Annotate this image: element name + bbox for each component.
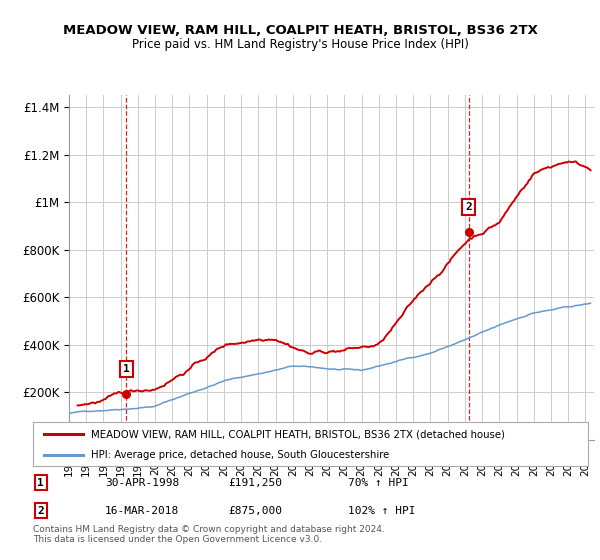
Text: £191,250: £191,250 [228,478,282,488]
Text: 2: 2 [37,506,44,516]
Text: MEADOW VIEW, RAM HILL, COALPIT HEATH, BRISTOL, BS36 2TX (detached house): MEADOW VIEW, RAM HILL, COALPIT HEATH, BR… [91,429,505,439]
Text: 16-MAR-2018: 16-MAR-2018 [105,506,179,516]
Text: 1: 1 [37,478,44,488]
Text: 30-APR-1998: 30-APR-1998 [105,478,179,488]
Text: MEADOW VIEW, RAM HILL, COALPIT HEATH, BRISTOL, BS36 2TX: MEADOW VIEW, RAM HILL, COALPIT HEATH, BR… [62,24,538,36]
Text: Contains HM Land Registry data © Crown copyright and database right 2024.
This d: Contains HM Land Registry data © Crown c… [33,525,385,544]
Text: Price paid vs. HM Land Registry's House Price Index (HPI): Price paid vs. HM Land Registry's House … [131,38,469,50]
Text: 102% ↑ HPI: 102% ↑ HPI [348,506,415,516]
Text: HPI: Average price, detached house, South Gloucestershire: HPI: Average price, detached house, Sout… [91,450,389,460]
Text: £875,000: £875,000 [228,506,282,516]
Text: 2: 2 [465,202,472,212]
Text: 70% ↑ HPI: 70% ↑ HPI [348,478,409,488]
Text: 1: 1 [123,364,130,374]
